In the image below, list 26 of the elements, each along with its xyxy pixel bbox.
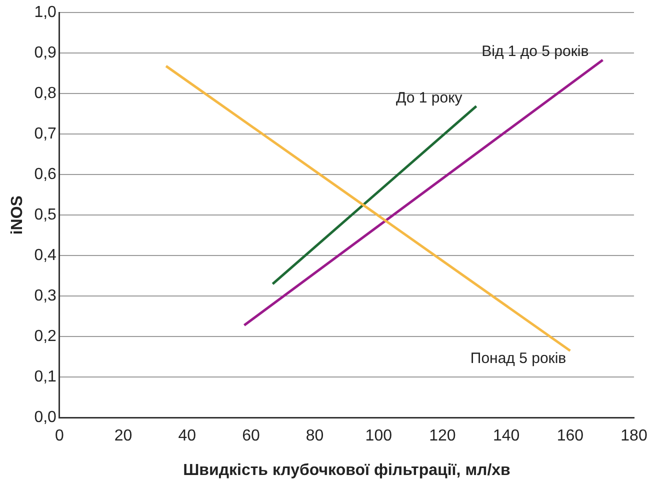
x-tick-label: 0 — [54, 428, 64, 445]
y-tick-label: 0,4 — [34, 247, 57, 264]
series-label: Від 1 до 5 років — [482, 43, 589, 60]
series-label: До 1 року — [396, 89, 463, 106]
x-tick-label: 20 — [114, 428, 132, 445]
x-tick-label: 140 — [492, 428, 520, 445]
x-tick-label: 180 — [620, 428, 648, 445]
series-label: Понад 5 років — [470, 350, 566, 367]
y-tick-label: 0,3 — [34, 288, 57, 305]
x-tick-label: 60 — [242, 428, 260, 445]
y-tick-label: 0,2 — [34, 328, 57, 346]
y-tick-label: 0,7 — [34, 126, 57, 143]
y-tick-label: 1,0 — [34, 4, 57, 22]
x-axis-title: Швидкість клубочкової фільтрації, мл/хв — [183, 462, 511, 479]
x-tick-label: 120 — [429, 428, 456, 445]
y-tick-label: 0,5 — [34, 206, 57, 224]
x-tick-label: 40 — [178, 428, 196, 445]
y-tick-label: 0,8 — [34, 85, 57, 102]
y-tick-label: 0,0 — [34, 409, 57, 426]
y-tick-label: 0,9 — [34, 44, 57, 62]
x-tick-label: 100 — [365, 428, 392, 445]
y-tick-label: 0,1 — [34, 368, 57, 386]
x-tick-label: 80 — [306, 428, 324, 445]
y-tick-label: 0,6 — [34, 166, 57, 184]
y-axis-title: iNOS — [9, 195, 26, 235]
x-tick-label: 160 — [556, 428, 584, 445]
